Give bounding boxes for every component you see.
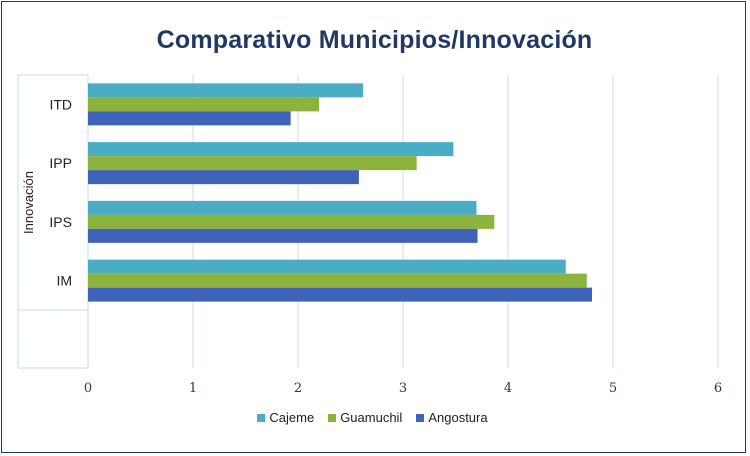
x-tick-label: 0 [84,381,92,396]
legend-label-guamuchil: Guamuchil [340,410,403,425]
x-tick-label: 6 [714,381,722,396]
bar-guamuchil-itd [88,97,319,112]
bar-guamuchil-ipp [88,156,417,171]
legend-swatch-cajeme [257,413,266,422]
bar-angostura-itd [88,111,291,126]
legend: Cajeme Guamuchil Angostura [0,410,745,425]
chart-title: Comparativo Municipios/Innovación [156,26,593,54]
bar-cajeme-itd [88,83,364,98]
x-tick-label: 1 [189,381,197,396]
bar-cajeme-ips [88,200,477,215]
bar-cajeme-im [88,259,566,274]
bar-guamuchil-im [88,273,587,288]
legend-item-cajeme: Cajeme [257,410,314,425]
x-tick-label: 3 [399,381,407,396]
x-tick-label: 4 [504,381,512,396]
legend-item-guamuchil: Guamuchil [328,410,402,425]
category-label-ipp: IPP [49,155,72,171]
category-label-itd: ITD [49,96,72,112]
legend-label-angostura: Angostura [428,410,488,425]
x-tick-label: 2 [294,381,302,396]
category-label-im: IM [56,273,72,289]
legend-label-cajeme: Cajeme [269,410,315,425]
bar-angostura-im [88,287,592,302]
bar-guamuchil-ips [88,214,495,229]
bar-cajeme-ipp [88,142,454,157]
legend-swatch-angostura [416,413,425,422]
y-axis-title: Innovación [21,171,36,234]
legend-item-angostura: Angostura [416,410,488,425]
x-tick-label: 5 [609,381,617,396]
category-label-ips: IPS [49,214,72,230]
legend-swatch-guamuchil [328,413,337,422]
bar-angostura-ips [88,228,478,243]
bar-angostura-ipp [88,170,359,185]
